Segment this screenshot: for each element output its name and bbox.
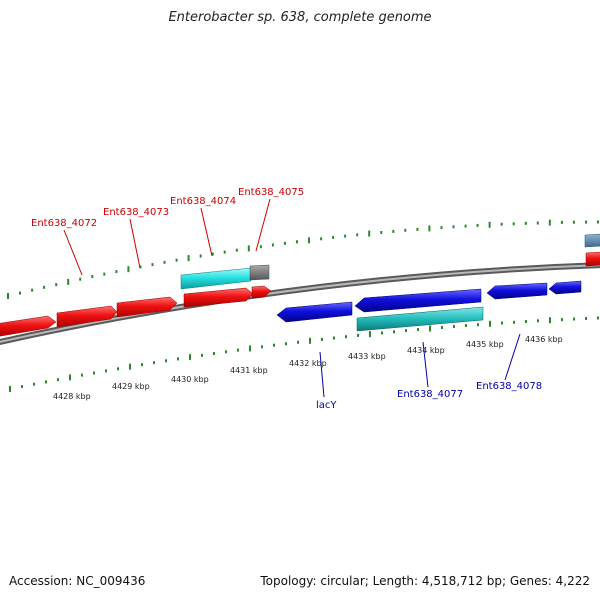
forward-gene-labels: Ent638_4072 Ent638_4073 Ent638_4074 Ent6… — [31, 187, 304, 229]
gene-arrow[interactable] — [0, 315, 57, 337]
gene-arrow-ent638-4073[interactable] — [116, 296, 178, 318]
tick-label: 4435 kbp — [466, 340, 504, 349]
accession-text: Accession: NC_009436 — [9, 574, 146, 588]
gene-label-ent638-4078[interactable]: Ent638_4078 — [476, 381, 542, 392]
tick-label: 4433 kbp — [348, 352, 386, 361]
rna-feature-ent638-4074[interactable] — [180, 267, 252, 290]
gene-arrow-ent638-4078[interactable] — [486, 282, 548, 300]
gene-arrow-ent638-4072[interactable] — [56, 305, 118, 328]
map-title: Enterobacter sp. 638, complete genome — [168, 10, 432, 25]
scale-labels: 4428 kbp 4429 kbp 4430 kbp 4431 kbp 4432… — [53, 335, 563, 401]
gene-arrow-right[interactable] — [548, 280, 582, 295]
tick-label: 4431 kbp — [230, 366, 268, 375]
forward-strand-genes — [0, 251, 600, 337]
gene-arrow-edge-right[interactable] — [585, 251, 600, 267]
tick-label: 4434 kbp — [407, 346, 445, 355]
genome-backbone — [0, 262, 600, 345]
reverse-gene-labels: lacY Ent638_4077 Ent638_4078 — [316, 381, 542, 411]
gene-label-lacy[interactable]: lacY — [316, 400, 337, 411]
genome-summary-text: Topology: circular; Length: 4,518,712 bp… — [260, 574, 590, 588]
gene-label-ent638-4075[interactable]: Ent638_4075 — [238, 187, 304, 198]
gene-arrow-ent638-4074[interactable] — [183, 287, 254, 308]
gene-label-ent638-4072[interactable]: Ent638_4072 — [31, 218, 97, 229]
partial-feature[interactable] — [249, 264, 270, 281]
edge-gene-steel[interactable] — [584, 233, 600, 248]
gene-label-ent638-4077[interactable]: Ent638_4077 — [397, 389, 463, 400]
gene-arrow-ent638-4075[interactable] — [251, 285, 272, 299]
forward-tick-row — [7, 219, 599, 299]
gene-label-ent638-4074[interactable]: Ent638_4074 — [170, 196, 236, 207]
tick-label: 4432 kbp — [289, 359, 327, 368]
rna-feature-ent638-4077[interactable] — [356, 306, 484, 332]
gene-arrow-lacy[interactable] — [276, 301, 353, 323]
tick-label: 4429 kbp — [112, 382, 150, 391]
gene-arrow-ent638-4077[interactable] — [354, 288, 482, 313]
forward-label-leaders — [63, 198, 271, 276]
tick-label: 4430 kbp — [171, 375, 209, 384]
reverse-tick-row — [9, 316, 599, 392]
tick-label: 4436 kbp — [525, 335, 563, 344]
tick-label: 4428 kbp — [53, 392, 91, 401]
reverse-label-leaders — [319, 333, 521, 398]
gene-label-ent638-4073[interactable]: Ent638_4073 — [103, 207, 169, 218]
reverse-strand-genes — [276, 280, 582, 323]
